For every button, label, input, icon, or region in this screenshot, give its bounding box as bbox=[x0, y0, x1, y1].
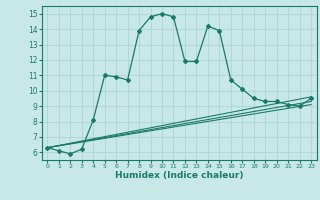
X-axis label: Humidex (Indice chaleur): Humidex (Indice chaleur) bbox=[115, 171, 244, 180]
